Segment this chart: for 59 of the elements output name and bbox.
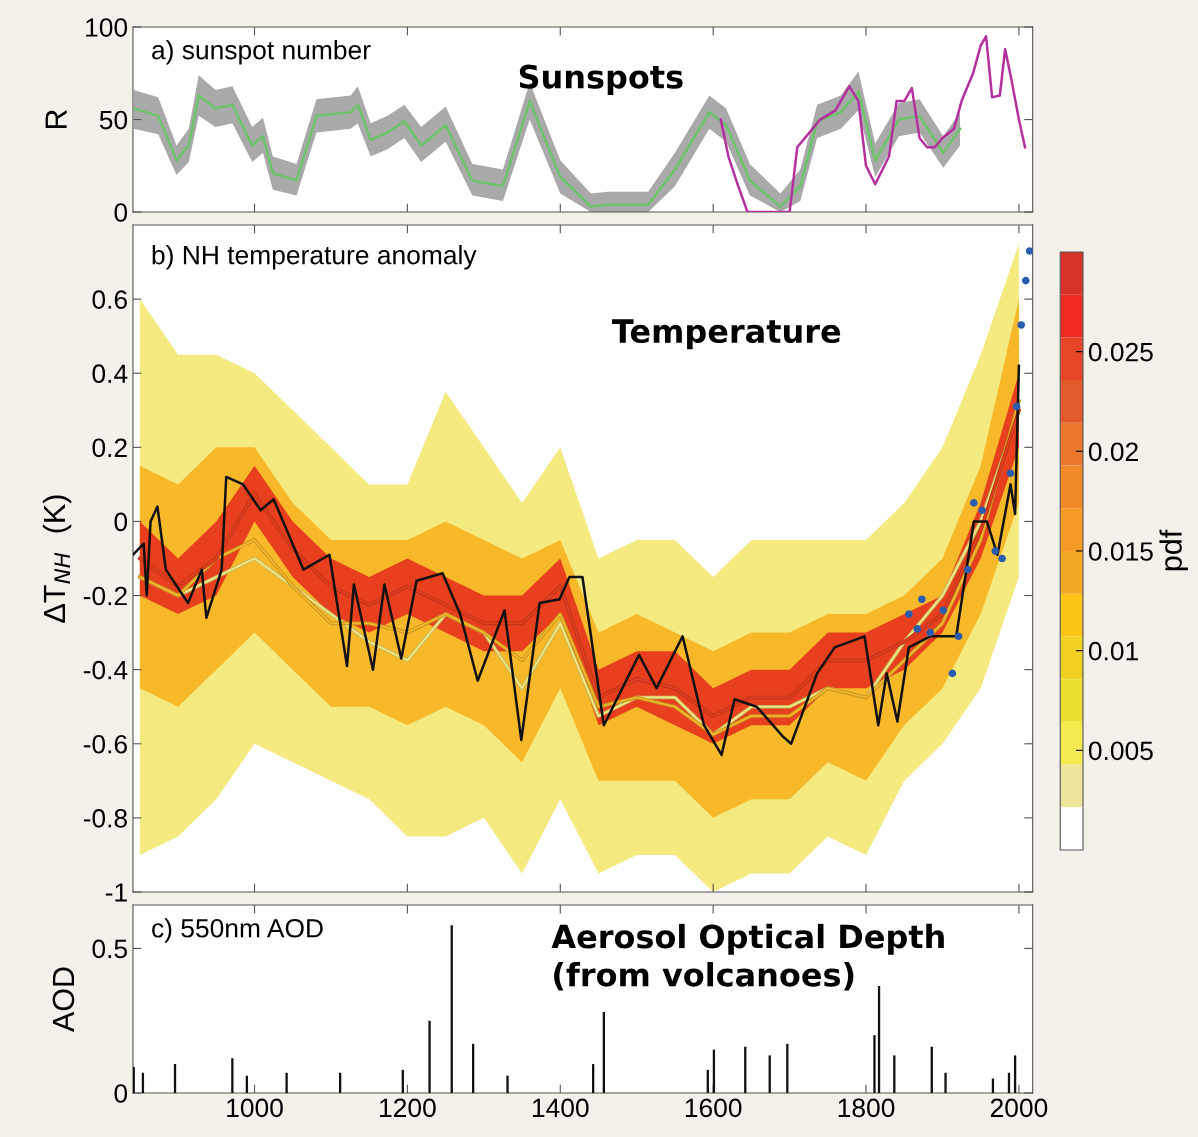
x-tick-label: 2000	[990, 1098, 1048, 1118]
point	[918, 595, 926, 604]
point	[1017, 321, 1026, 329]
point	[1021, 276, 1030, 285]
bar	[285, 1072, 288, 1093]
point	[1025, 247, 1033, 255]
annotation: b) NH temperature anomaly	[152, 245, 477, 270]
annotation: Sunspots	[519, 64, 683, 95]
color-bar-label: 0.015	[1088, 542, 1153, 561]
line-series	[719, 35, 1027, 213]
annotation: c) 550nm AOD	[152, 918, 323, 943]
y-tick-label: 0	[114, 512, 128, 532]
y-tick-label: 100	[86, 18, 128, 37]
point	[926, 628, 935, 637]
y-tick-label: 0.5	[92, 939, 128, 959]
point	[1012, 402, 1021, 411]
point	[913, 625, 922, 633]
point	[905, 610, 913, 618]
annotation: Temperature	[612, 319, 841, 350]
x-tick-label: 1800	[838, 1098, 895, 1118]
point	[948, 669, 957, 678]
point	[978, 506, 987, 515]
point	[991, 547, 1000, 555]
y-tick-label: -0.4	[83, 660, 128, 680]
annotation: Aerosol Optical Depth (from volcanoes)	[551, 923, 944, 991]
y-axis-title: AOD	[52, 967, 75, 1033]
point	[954, 632, 963, 641]
point	[963, 565, 972, 574]
color-bar-label: 0.01	[1088, 641, 1138, 661]
point	[970, 499, 978, 507]
y-tick-label: 0.2	[92, 438, 127, 458]
y-axis-title: ΔT$_{NH}$ (K)	[42, 495, 72, 623]
bar	[506, 1075, 509, 1093]
y-tick-label: 0	[114, 1084, 128, 1103]
x-tick-label: 1400	[532, 1098, 589, 1118]
y-tick-label: 0	[114, 203, 128, 222]
y-tick-label: -1	[105, 883, 127, 902]
point	[998, 554, 1006, 563]
y-tick-label: 0.6	[92, 290, 127, 309]
x-tick-label: 1200	[380, 1098, 436, 1118]
color-bar-title: pdf	[1159, 529, 1188, 571]
color-bar-label: 0.025	[1088, 342, 1153, 362]
y-tick-label: -0.6	[83, 734, 127, 754]
point	[1006, 469, 1015, 478]
x-tick-label: 1000	[227, 1098, 283, 1118]
point	[939, 606, 948, 615]
y-axis-title: R	[45, 109, 67, 129]
y-tick-label: 50	[99, 110, 128, 130]
color-bar-label: 0.02	[1088, 442, 1138, 462]
y-tick-label: -0.8	[83, 809, 127, 828]
bar	[428, 1020, 431, 1093]
bar	[944, 1072, 947, 1093]
color-bar-label: 0.005	[1088, 741, 1153, 761]
annotation: a) sunspot number	[152, 40, 371, 65]
x-tick-label: 1600	[685, 1098, 742, 1118]
y-tick-label: 0.4	[92, 364, 128, 384]
bar	[873, 1035, 876, 1093]
bar	[132, 1066, 135, 1093]
y-tick-label: -0.2	[83, 586, 127, 606]
